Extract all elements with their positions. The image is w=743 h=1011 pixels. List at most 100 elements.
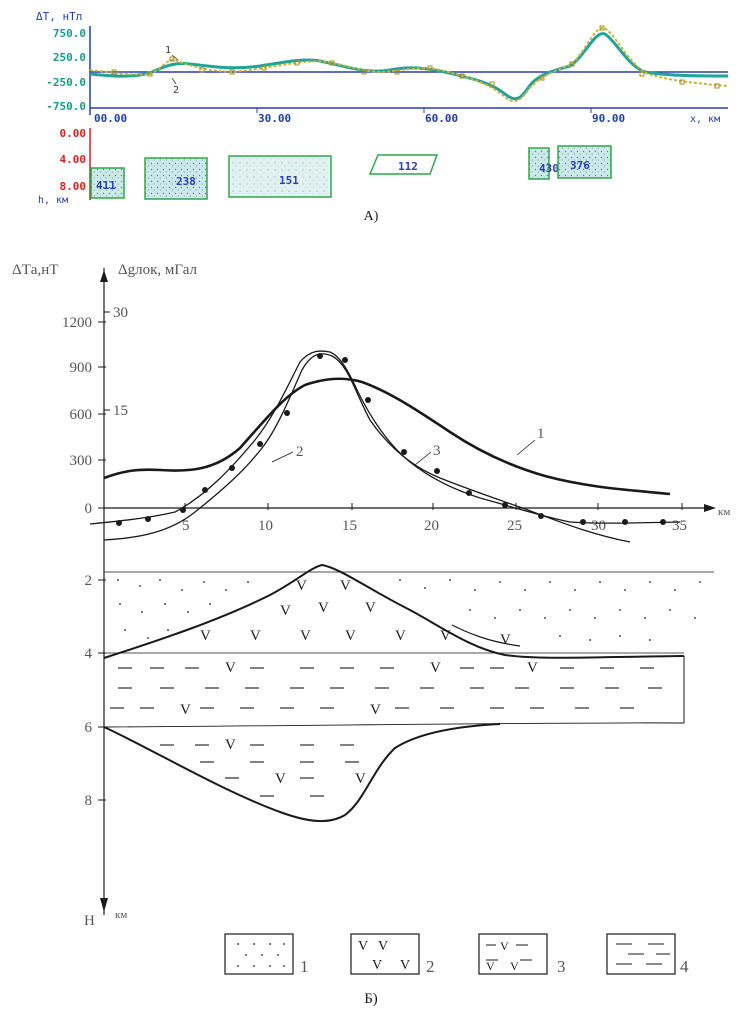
panel-b-xtick: 30 — [591, 518, 606, 534]
panel-a-xtick: 60.00 — [425, 112, 458, 125]
panel-b-xtick: 35 — [672, 518, 687, 534]
panel-b-depth-label: Н — [84, 913, 95, 929]
panel-a: ΔT, нТл 750.0 250.0 -250.0 -750.0 00.00 … — [36, 10, 729, 224]
svg-text:V: V — [395, 628, 406, 644]
panel-b-ytick-left: 300 — [70, 453, 93, 469]
panel-b-ytick-left: 0 — [85, 501, 93, 517]
svg-text:V: V — [400, 958, 410, 973]
svg-text:2: 2 — [426, 957, 435, 976]
svg-text:151: 151 — [279, 174, 299, 187]
panel-b-xtick: 5 — [182, 518, 190, 534]
panel-b-xlabel: км — [718, 506, 730, 518]
panel-a-body: 151 — [228, 155, 332, 198]
panel-b-curve-label: 1 — [537, 426, 545, 442]
svg-text:V: V — [527, 660, 538, 676]
panel-b-ylabel-right: Δgлок, мГал — [118, 262, 197, 278]
panel-a-curve-2 — [89, 32, 729, 101]
panel-b-curve-1 — [103, 377, 671, 496]
panel-b-y-arrow-top — [100, 270, 108, 282]
svg-text:V: V — [372, 958, 382, 973]
svg-text:V: V — [378, 939, 388, 954]
svg-text:411: 411 — [96, 179, 116, 192]
panel-a-body: 430 — [528, 147, 559, 180]
panel-a-curve-1 — [89, 27, 729, 103]
panel-a-body: 112 — [368, 154, 439, 175]
svg-text:V: V — [370, 702, 381, 718]
panel-a-body: 238 — [144, 157, 208, 200]
svg-text:376: 376 — [570, 159, 590, 172]
panel-b-curve-label: 2 — [296, 444, 304, 460]
panel-b-ytick-right: 30 — [113, 305, 128, 321]
svg-text:V: V — [225, 737, 236, 753]
panel-a-xtick: 00.00 — [94, 112, 127, 125]
panel-a-ytick: 250.0 — [53, 51, 86, 64]
panel-b-xtick: 15 — [342, 518, 357, 534]
panel-b-sand-dots — [117, 579, 701, 641]
svg-text:4: 4 — [680, 957, 689, 976]
panel-b-ytick-left: 900 — [70, 360, 93, 376]
svg-text:V: V — [358, 939, 368, 954]
svg-text:V: V — [500, 632, 511, 648]
panel-b-depth-tick: 4 — [85, 646, 93, 662]
panel-b-depth-tick: 2 — [85, 573, 93, 589]
svg-text:V: V — [340, 578, 351, 594]
panel-a-ylabel: ΔT, нТл — [36, 10, 82, 23]
panel-b-curve-3 — [89, 350, 681, 525]
svg-text:V: V — [280, 603, 291, 619]
legend-item-tuff: VV V 3 — [478, 933, 566, 976]
panel-b: ΔTа,нТ Δgлок, мГал 1200 900 600 300 0 30… — [12, 262, 730, 1007]
panel-a-depth-tick: 8.00 — [60, 180, 87, 193]
panel-a-xlabel: x, км — [690, 114, 720, 125]
panel-b-caption: Б) — [364, 991, 378, 1007]
svg-text:V: V — [275, 771, 286, 787]
panel-b-ylabel-left: ΔTа,нТ — [12, 262, 58, 278]
svg-text:V: V — [250, 628, 261, 644]
svg-text:112: 112 — [398, 160, 418, 173]
svg-text:V: V — [300, 628, 311, 644]
svg-text:V: V — [440, 628, 451, 644]
svg-text:V: V — [430, 660, 441, 676]
panel-a-xtick: 30.00 — [258, 112, 291, 125]
panel-b-curve-3-markers — [116, 353, 666, 526]
panel-b-ytick-right: 15 — [113, 403, 128, 419]
panel-a-ytick: -250.0 — [46, 76, 86, 89]
panel-a-depth-tick: 4.00 — [60, 153, 87, 166]
panel-a-body: 411 — [90, 167, 125, 199]
panel-a-ytick: 750.0 — [53, 27, 86, 40]
panel-b-section — [103, 563, 714, 823]
svg-text:1: 1 — [300, 957, 309, 976]
legend-item-sand: 1 — [224, 933, 309, 976]
panel-b-y-arrow-bottom — [100, 898, 108, 912]
svg-text:V: V — [180, 702, 191, 718]
svg-text:V: V — [225, 660, 236, 676]
svg-text:238: 238 — [176, 175, 196, 188]
panel-a-ytick: -750.0 — [46, 100, 86, 113]
svg-text:3: 3 — [557, 957, 566, 976]
svg-text:V: V — [486, 959, 495, 973]
panel-b-curve-2 — [103, 353, 631, 543]
panel-b-tuff-v: V V V V V V V V — [180, 660, 538, 787]
svg-text:V: V — [500, 939, 509, 953]
svg-text:V: V — [345, 628, 356, 644]
panel-a-xtick: 90.00 — [592, 112, 625, 125]
panel-b-ytick-left: 600 — [70, 407, 93, 423]
panel-b-xtick: 20 — [424, 518, 439, 534]
svg-text:430: 430 — [539, 162, 559, 175]
panel-a-curve-1-markers — [111, 25, 720, 89]
panel-a-depth-tick: 0.00 — [60, 127, 87, 140]
panel-a-curve-label: 1 — [165, 45, 171, 56]
panel-a-body: 376 — [557, 145, 612, 179]
panel-b-ytick-left: 1200 — [62, 315, 92, 331]
panel-b-curve-label: 3 — [433, 443, 441, 459]
svg-text:V: V — [296, 578, 307, 594]
svg-text:V: V — [365, 600, 376, 616]
panel-b-tuff-marks — [110, 667, 662, 797]
panel-b-xtick: 10 — [258, 518, 273, 534]
svg-text:V: V — [355, 771, 366, 787]
svg-text:V: V — [318, 600, 329, 616]
panel-b-x-arrow — [704, 504, 716, 512]
